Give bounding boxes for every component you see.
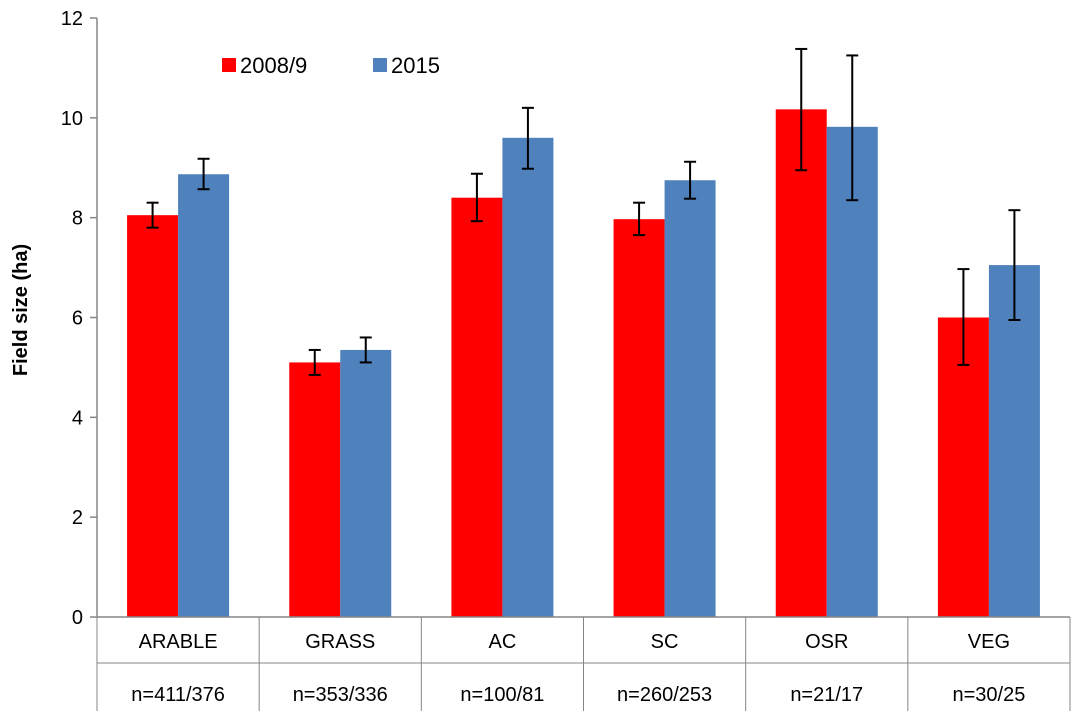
x-category-label: VEG — [968, 631, 1010, 653]
x-sample-size-label: n=21/17 — [790, 684, 863, 706]
x-category-label: ARABLE — [139, 631, 218, 653]
y-axis-label: Field size (ha) — [10, 244, 32, 376]
x-category-label: SC — [651, 631, 679, 653]
x-sample-size-label: n=411/376 — [131, 684, 225, 706]
bar — [340, 349, 392, 617]
y-tick-label: 12 — [61, 8, 83, 30]
y-tick-label: 0 — [72, 607, 83, 629]
bar — [289, 362, 341, 617]
bar — [775, 109, 827, 617]
bars — [127, 109, 1040, 618]
legend-swatch — [222, 58, 236, 72]
y-tick-label: 6 — [72, 308, 83, 330]
y-tick-label: 10 — [61, 108, 83, 130]
legend-swatch — [373, 58, 387, 72]
bar — [502, 137, 554, 618]
legend-label: 2008/9 — [240, 53, 307, 78]
bar — [178, 174, 230, 617]
y-tick-label: 2 — [72, 507, 83, 529]
y-axis: 0 2 4 6 8 10 12 — [61, 8, 98, 629]
y-tick-label: 4 — [72, 407, 83, 429]
bar — [988, 265, 1040, 617]
bar — [826, 126, 878, 618]
error-bars — [146, 47, 1021, 376]
x-sample-size-label: n=260/253 — [617, 684, 712, 706]
bar — [664, 180, 716, 617]
bar — [127, 215, 179, 617]
x-sample-size-label: n=30/25 — [952, 684, 1025, 706]
legend: 2008/9 2015 — [222, 53, 440, 78]
x-category-label: AC — [489, 631, 517, 653]
bar — [451, 197, 503, 617]
y-tick-label: 8 — [72, 208, 83, 230]
bar — [937, 317, 989, 617]
x-category-label: GRASS — [305, 631, 375, 653]
x-axis: ARABLE n=411/376 GRASS n=353/336 AC n=100/81 S… — [96, 616, 1071, 711]
x-sample-size-label: n=353/336 — [293, 684, 388, 706]
bar — [613, 219, 665, 617]
legend-label: 2015 — [391, 53, 440, 78]
x-sample-size-label: n=100/81 — [460, 684, 544, 706]
x-category-label: OSR — [805, 631, 848, 653]
